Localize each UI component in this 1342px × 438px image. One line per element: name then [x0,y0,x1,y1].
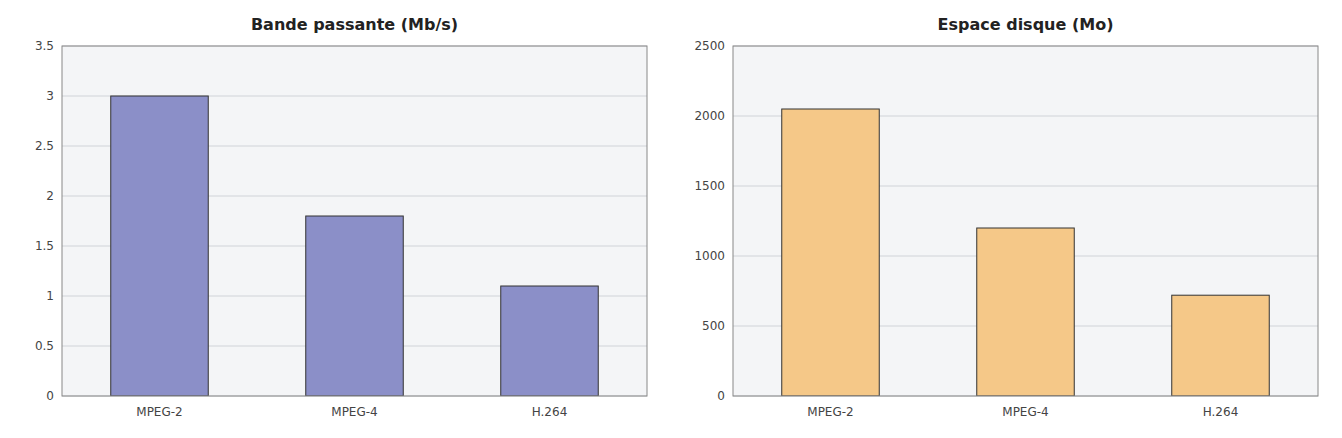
y-tick-label: 500 [702,319,725,333]
x-tick-label: MPEG-2 [807,405,853,419]
y-tick-label: 0 [46,389,54,403]
plot-area [62,46,647,396]
chart-panel: Bande passante (Mb/s) 0 0.5 1 1.5 2 2.5 3 3.5 MPE… [35,15,647,419]
y-tick-label: 3.5 [35,39,54,53]
plot-frame [62,46,647,396]
x-tick-label: MPEG-4 [331,405,377,419]
y-tick-label: 1 [46,289,54,303]
y-tick-label: 0 [717,389,725,403]
y-tick-label: 2000 [694,109,725,123]
y-tick-label: 0.5 [35,339,54,353]
y-tick-label: 2500 [694,39,725,53]
bar [1172,295,1270,396]
x-tick-label: H.264 [1203,405,1239,419]
x-tick-label: MPEG-2 [136,405,182,419]
bar [306,216,404,396]
page: {"chart_data": [ {"type": "bar", "title"… [0,0,1342,438]
bars [111,96,599,396]
x-tick-label: MPEG-4 [1002,405,1048,419]
bar [977,228,1075,396]
chart-title: Espace disque (Mo) [938,15,1114,34]
x-tick-label: H.264 [532,405,568,419]
y-tick-label: 2 [46,189,54,203]
figure: Bande passante (Mb/s) 0 0.5 1 1.5 2 2.5 3 3.5 MPE… [0,0,1342,438]
bars [782,109,1270,396]
y-tick-label: 1500 [694,179,725,193]
bar [501,286,599,396]
y-tick-label: 3 [46,89,54,103]
bar [111,96,209,396]
chart-title: Bande passante (Mb/s) [251,15,458,34]
y-tick-label: 2.5 [35,139,54,153]
chart-panel: Espace disque (Mo) 0 500 1000 1500 2000 2500 MP… [694,15,1318,419]
plot-frame [733,46,1318,396]
y-tick-label: 1.5 [35,239,54,253]
bar [782,109,880,396]
plot-area [733,46,1318,396]
y-tick-label: 1000 [694,249,725,263]
